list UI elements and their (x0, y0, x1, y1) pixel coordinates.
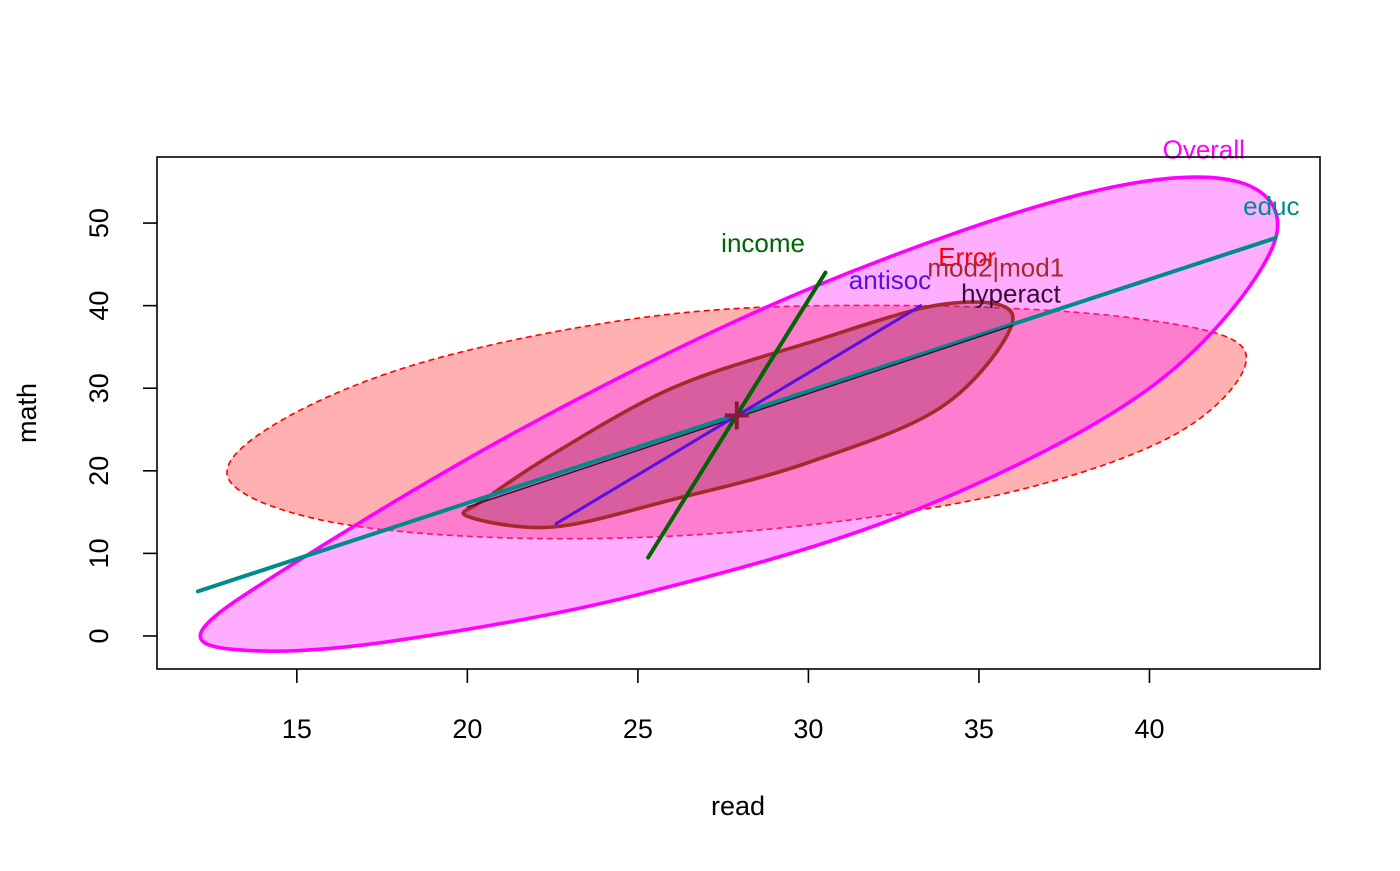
y-tick-label: 10 (84, 538, 114, 568)
ellipse-label-mod2-mod1: mod2|mod1 (927, 253, 1064, 283)
y-tick-label: 0 (84, 628, 114, 643)
center-layer (724, 401, 749, 430)
y-axis: 0 10 20 30 40 50 (84, 208, 157, 643)
segment-label-income: income (721, 228, 805, 258)
ellipse-label-error: Error (938, 242, 996, 272)
x-axis: 15 20 25 30 35 40 (282, 669, 1164, 744)
x-tick-label: 25 (623, 714, 653, 744)
y-tick-label: 20 (84, 456, 114, 486)
plot-frame (156, 156, 1321, 670)
x-tick-label: 35 (964, 714, 994, 744)
x-tick-label: 30 (793, 714, 823, 744)
center-marker (724, 401, 749, 430)
x-tick-label: 15 (282, 714, 312, 744)
y-tick-label: 30 (84, 373, 114, 403)
label-layer: Error Overall mod2|mod1 educ hyperact antisoc… (721, 135, 1299, 309)
y-tick-label: 40 (84, 291, 114, 321)
y-axis-label: math (12, 383, 42, 443)
y-tick-label: 50 (84, 208, 114, 238)
segment-label-educ: educ (1243, 191, 1299, 221)
ellipse-label-overall: Overall (1163, 135, 1245, 165)
segment-label-antisoc: antisoc (849, 265, 931, 295)
x-tick-label: 40 (1134, 714, 1164, 744)
x-tick-label: 20 (452, 714, 482, 744)
x-axis-label: read (711, 791, 765, 821)
segment-label-hyperact: hyperact (961, 278, 1061, 308)
